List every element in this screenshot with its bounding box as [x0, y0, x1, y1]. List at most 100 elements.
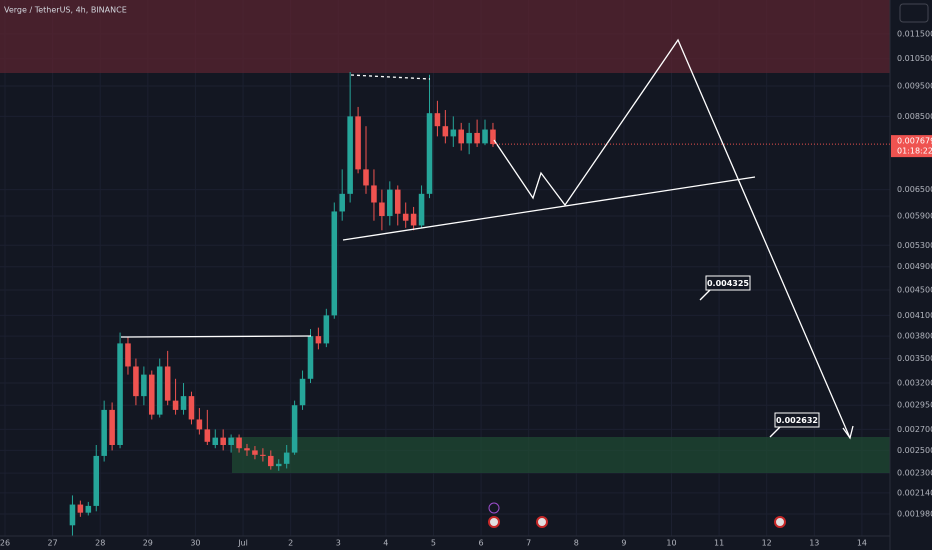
candle-body — [482, 129, 488, 144]
candle-body — [410, 213, 417, 226]
candle-body — [252, 450, 258, 455]
callout-pointer — [699, 289, 711, 301]
top-line — [350, 74, 431, 80]
candle-body — [315, 336, 322, 344]
candle-body — [220, 437, 226, 445]
x-tick-label: 9 — [621, 539, 626, 548]
x-tick-label: 10 — [666, 539, 676, 548]
y-tick-label: 0.006500 — [897, 185, 932, 194]
candle-body — [323, 315, 330, 344]
event-icon — [488, 516, 500, 528]
y-tick-label: 0.002700 — [897, 425, 932, 434]
candle-body — [418, 193, 425, 226]
y-tick-label: 0.002140 — [897, 488, 932, 497]
y-tick-label: 0.004500 — [897, 285, 932, 294]
x-tick-label: 29 — [143, 539, 153, 548]
arrow-head — [842, 425, 854, 440]
candle-body — [490, 129, 496, 145]
x-tick-label: Jul — [237, 539, 248, 548]
candle-body — [196, 419, 203, 430]
drawings — [120, 38, 854, 440]
candle-body — [355, 116, 361, 170]
x-tick-label: 30 — [190, 539, 200, 548]
candle-body — [268, 455, 274, 467]
x-tick-label: 5 — [431, 539, 436, 548]
x-tick-label: 28 — [95, 539, 105, 548]
callout: 0.004325 0.002632 — [705, 275, 820, 428]
candle-body — [93, 455, 100, 506]
candle-body — [141, 374, 147, 397]
candle-body — [164, 366, 171, 401]
candle-body — [371, 185, 377, 203]
candle-body — [339, 193, 345, 212]
callout-text: 0.004325 — [707, 279, 749, 288]
y-tick-label: 0.003800 — [897, 332, 932, 341]
candle-body — [228, 437, 234, 445]
candle-body — [291, 405, 298, 453]
candle-body — [275, 463, 282, 467]
callout-box — [774, 412, 820, 428]
y-tick-label: 0.010500 — [897, 54, 932, 63]
candle-body — [188, 396, 195, 420]
x-tick-label: 14 — [857, 539, 867, 548]
y-tick-label: 0.005300 — [897, 241, 932, 250]
candle-body — [363, 169, 369, 186]
y-tick-label: 0.011500 — [897, 29, 932, 38]
candle-body — [180, 396, 187, 410]
candle-body — [458, 129, 464, 144]
y-tick-label: 0.003500 — [897, 354, 932, 363]
callout-pointer — [769, 426, 781, 438]
x-tick-label: 13 — [809, 539, 819, 548]
axes: 0.011500 0.010500 0.009500 0.008500 0.006500… — [0, 29, 932, 547]
candle-body — [299, 378, 306, 406]
projection-path — [493, 38, 851, 439]
chart-title: Verge / TetherUS, 4h, BINANCE — [4, 6, 127, 15]
x-tick-label: 2 — [288, 539, 293, 548]
candle-body — [148, 374, 155, 415]
candle-body — [156, 366, 163, 415]
candle-body — [434, 113, 441, 127]
candle-body — [172, 400, 179, 410]
supply-zone — [0, 0, 890, 73]
candle-body — [77, 504, 84, 513]
resistance-line — [120, 335, 312, 338]
countdown-label: 01:18:22 — [897, 147, 932, 156]
y-tick-label: 0.005900 — [897, 212, 932, 221]
x-tick-label: 3 — [336, 539, 341, 548]
candle-body — [117, 343, 123, 445]
candle-body — [307, 336, 314, 379]
x-tick-label: 11 — [714, 539, 724, 548]
candle-body — [394, 189, 401, 214]
y-tick-label: 0.003200 — [897, 379, 932, 388]
candle-body — [85, 505, 92, 513]
candle-body — [347, 116, 353, 194]
x-tick-label: 4 — [383, 539, 388, 548]
candle-body — [236, 437, 242, 449]
x-tick-label: 6 — [479, 539, 484, 548]
candle-body — [101, 409, 107, 456]
last-price-box — [891, 135, 932, 158]
candle-body — [283, 452, 290, 464]
event-icon — [774, 516, 786, 528]
y-tick-label: 0.008500 — [897, 112, 932, 121]
candle-body — [69, 504, 76, 526]
candle-body — [466, 132, 472, 144]
candle-body — [133, 366, 139, 397]
candle-body — [212, 437, 219, 445]
x-tick-label: 7 — [526, 539, 531, 548]
candle-body — [474, 132, 480, 144]
candle-body — [109, 409, 115, 445]
y-tick-label: 0.004900 — [897, 262, 932, 271]
y-tick-label: 0.002300 — [897, 469, 932, 478]
y-tick-label: 0.001980 — [897, 510, 932, 519]
callout-text: 0.002632 — [776, 416, 818, 425]
candle-body — [402, 213, 409, 221]
y-tick-label: 0.002500 — [897, 446, 932, 455]
menu-button[interactable] — [899, 3, 929, 23]
candle-body — [379, 202, 385, 217]
x-tick-label: 26 — [0, 539, 10, 548]
candle-body — [387, 189, 393, 217]
last-price-label: 0.007679 — [897, 137, 932, 146]
